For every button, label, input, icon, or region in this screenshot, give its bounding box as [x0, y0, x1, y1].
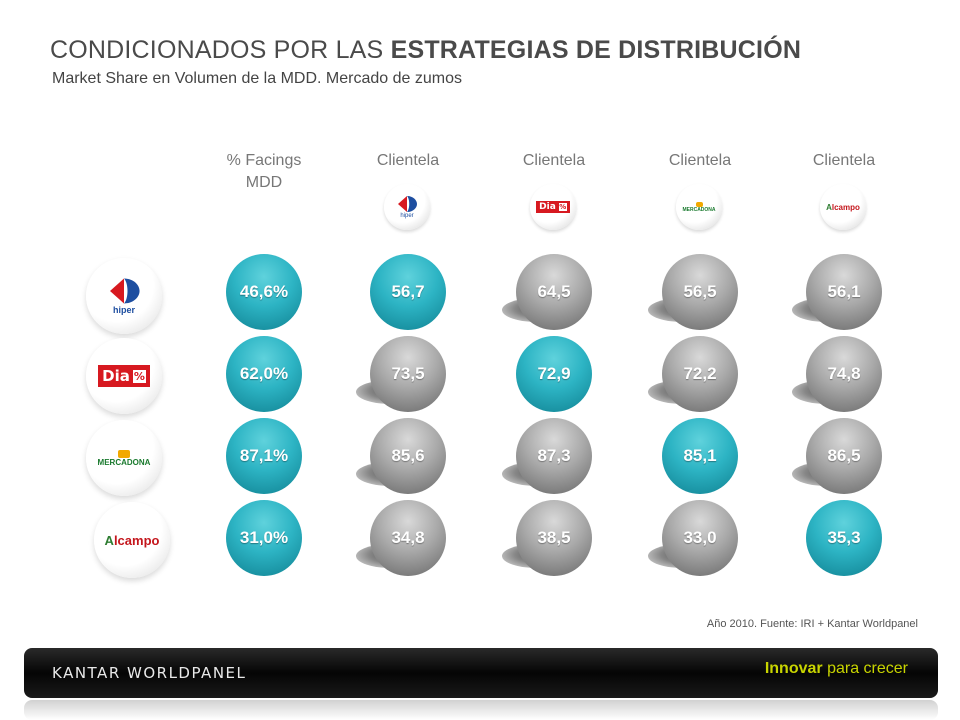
value-ball: 72,9: [516, 336, 592, 412]
mercadona-mark-icon: [695, 201, 703, 207]
alcampo-a-mark: A: [826, 202, 832, 212]
mercadona-mark-icon: [117, 449, 130, 458]
value-cell-mercadona-1: 85,6: [356, 418, 446, 494]
row-logo-dia: Dia%: [86, 338, 162, 414]
dia-logo: Dia%: [530, 184, 576, 230]
column-header-label: % Facings: [226, 152, 302, 169]
column-header-mercadona: Clientela: [640, 150, 760, 172]
kantar-worldpanel-logo: KANTAR WORLDPANEL: [52, 664, 247, 682]
title-regular: CONDICIONADOS POR LAS: [50, 36, 391, 64]
column-header-facings: % Facings MDD: [204, 150, 324, 194]
value-ball: 38,5: [516, 500, 592, 576]
value-cell-carrefour-hiper-1: 56,7: [370, 254, 446, 330]
column-header-label: Clientela: [522, 152, 586, 169]
row-logo-alcampo: Alcampo: [94, 502, 170, 578]
value-ball: 72,2: [662, 336, 738, 412]
value-ball: 73,5: [370, 336, 446, 412]
mercadona-logo: MERCADONA: [676, 184, 722, 230]
value-cell-alcampo-2: 38,5: [502, 500, 592, 576]
dia-percent-mark: %: [132, 369, 146, 383]
page-subtitle: Market Share en Volumen de la MDD. Merca…: [52, 70, 462, 87]
value-ball: 56,7: [370, 254, 446, 330]
value-ball: 86,5: [806, 418, 882, 494]
dia-text: Dia: [539, 202, 556, 212]
value-cell-dia-4: 74,8: [792, 336, 882, 412]
value-ball: 87,3: [516, 418, 592, 494]
value-cell-carrefour-hiper-0: 46,6%: [226, 254, 302, 330]
logo-sub-text: hiper: [112, 305, 135, 315]
value-cell-carrefour-hiper-3: 56,5: [648, 254, 738, 330]
alcampo-text: lcampo: [113, 532, 160, 548]
footer-reflection: [24, 700, 938, 720]
alcampo-text: lcampo: [831, 202, 860, 212]
value-ball: 33,0: [662, 500, 738, 576]
footer-bar: KANTAR WORLDPANEL Innovar para crecer: [24, 648, 938, 698]
carrefour-mark-icon: [110, 278, 140, 304]
value-ball: 62,0%: [226, 336, 302, 412]
logo-sub-text: hiper: [400, 213, 414, 219]
carrefour-hiper-logo: hiper: [384, 184, 430, 230]
page-title: CONDICIONADOS POR LAS ESTRATEGIAS DE DIS…: [50, 36, 801, 65]
column-header-label: Clientela: [376, 152, 440, 169]
value-ball: 64,5: [516, 254, 592, 330]
slogan-bold: Innovar: [764, 660, 823, 677]
dia-percent-mark: %: [558, 203, 567, 211]
value-ball: 56,1: [806, 254, 882, 330]
value-cell-dia-2: 72,9: [516, 336, 592, 412]
value-ball: 31,0%: [226, 500, 302, 576]
value-cell-alcampo-3: 33,0: [648, 500, 738, 576]
value-cell-mercadona-4: 86,5: [792, 418, 882, 494]
value-cell-mercadona-0: 87,1%: [226, 418, 302, 494]
alcampo-a-mark: A: [104, 532, 114, 548]
value-cell-dia-3: 72,2: [648, 336, 738, 412]
mercadona-text: MERCADONA: [682, 206, 716, 213]
carrefour-mark-icon: [398, 196, 417, 212]
row-logo-mercadona: MERCADONA: [86, 420, 162, 496]
value-ball: 46,6%: [226, 254, 302, 330]
column-header-label: Clientela: [668, 152, 732, 169]
value-ball: 56,5: [662, 254, 738, 330]
column-header-dia: Clientela: [494, 150, 614, 172]
source-footnote: Año 2010. Fuente: IRI + Kantar Worldpane…: [706, 618, 918, 630]
value-cell-dia-0: 62,0%: [226, 336, 302, 412]
value-ball: 74,8: [806, 336, 882, 412]
value-cell-alcampo-1: 34,8: [356, 500, 446, 576]
value-ball: 85,6: [370, 418, 446, 494]
alcampo-logo: Alcampo: [820, 184, 866, 230]
value-ball: 85,1: [662, 418, 738, 494]
mercadona-text: MERCADONA: [97, 457, 151, 467]
value-cell-alcampo-4: 35,3: [806, 500, 882, 576]
value-cell-alcampo-0: 31,0%: [226, 500, 302, 576]
value-cell-mercadona-3: 85,1: [662, 418, 738, 494]
dia-text: Dia: [102, 367, 130, 385]
value-ball: 87,1%: [226, 418, 302, 494]
value-ball: 35,3: [806, 500, 882, 576]
column-header-label-line2: MDD: [245, 174, 283, 191]
value-cell-carrefour-hiper-4: 56,1: [792, 254, 882, 330]
slogan-rest: para crecer: [822, 660, 908, 677]
title-bold: ESTRATEGIAS DE DISTRIBUCIÓN: [390, 36, 802, 64]
column-header-carrefour: Clientela: [348, 150, 468, 172]
value-cell-carrefour-hiper-2: 64,5: [502, 254, 592, 330]
row-logo-carrefour-hiper: hiper: [86, 258, 162, 334]
value-ball: 34,8: [370, 500, 446, 576]
slogan: Innovar para crecer: [765, 660, 908, 678]
column-header-label: Clientela: [812, 152, 876, 169]
value-cell-dia-1: 73,5: [356, 336, 446, 412]
value-cell-mercadona-2: 87,3: [502, 418, 592, 494]
column-header-alcampo: Clientela: [784, 150, 904, 172]
